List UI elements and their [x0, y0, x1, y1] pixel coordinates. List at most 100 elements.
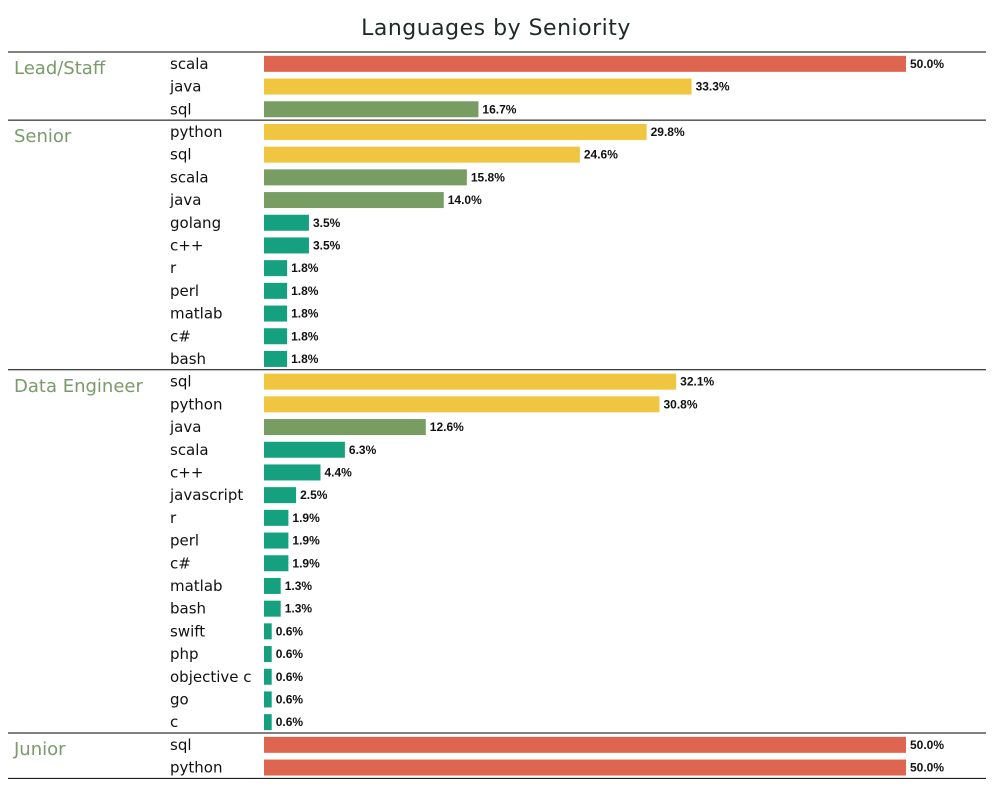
- bar: [264, 328, 288, 345]
- chart-title: Languages by Seniority: [361, 16, 631, 41]
- category-label: perl: [170, 282, 199, 300]
- group-label: Data Engineer: [14, 376, 143, 397]
- category-label: c: [170, 713, 178, 731]
- category-label: perl: [170, 532, 199, 550]
- bar: [264, 600, 281, 617]
- bar: [264, 214, 309, 231]
- bar: [264, 123, 647, 140]
- category-label: swift: [170, 622, 205, 640]
- bar: [264, 350, 288, 367]
- category-label: java: [169, 191, 201, 209]
- bar: [264, 373, 677, 390]
- data-label: 1.9%: [292, 511, 320, 525]
- data-label: 0.6%: [276, 715, 304, 729]
- bar: [264, 464, 321, 481]
- bar: [264, 691, 272, 708]
- data-label: 2.5%: [300, 488, 328, 502]
- data-label: 1.3%: [285, 579, 313, 593]
- category-label: javascript: [169, 486, 243, 504]
- bar: [264, 532, 289, 549]
- category-label: python: [170, 395, 222, 413]
- category-label: sql: [170, 146, 192, 164]
- data-label: 50.0%: [910, 761, 944, 775]
- data-label: 24.6%: [584, 148, 618, 162]
- group-label: Lead/Staff: [14, 58, 106, 79]
- data-label: 3.5%: [313, 238, 341, 252]
- bar: [264, 577, 281, 594]
- bar: [264, 555, 289, 572]
- data-label: 1.3%: [285, 602, 313, 616]
- data-label: 29.8%: [651, 125, 685, 139]
- bar: [264, 714, 272, 731]
- category-label: r: [170, 259, 177, 277]
- category-label: bash: [170, 600, 206, 618]
- category-label: c#: [170, 327, 191, 345]
- category-label: objective c: [170, 668, 252, 686]
- category-label: golang: [170, 214, 221, 232]
- category-label: matlab: [170, 577, 223, 595]
- category-label: sql: [170, 736, 192, 754]
- category-label: sql: [170, 100, 192, 118]
- data-label: 1.9%: [292, 534, 320, 548]
- data-label: 0.6%: [276, 670, 304, 684]
- bar: [264, 419, 426, 436]
- category-label: python: [170, 123, 222, 141]
- bar: [264, 101, 479, 118]
- data-label: 0.6%: [276, 624, 304, 638]
- category-label: sql: [170, 373, 192, 391]
- bar: [264, 736, 906, 753]
- data-label: 33.3%: [696, 80, 730, 94]
- data-label: 1.8%: [291, 261, 319, 275]
- data-label: 1.8%: [291, 352, 319, 366]
- category-label: scala: [170, 168, 209, 186]
- data-label: 32.1%: [680, 375, 714, 389]
- category-label: matlab: [170, 305, 223, 323]
- category-label: go: [170, 690, 189, 708]
- data-label: 1.8%: [291, 307, 319, 321]
- bar: [264, 237, 309, 254]
- bar: [264, 78, 692, 95]
- bar: [264, 759, 906, 776]
- category-label: scala: [170, 55, 209, 73]
- data-label: 50.0%: [910, 57, 944, 71]
- category-label: c++: [170, 236, 203, 254]
- group-label: Senior: [14, 126, 72, 147]
- category-label: java: [169, 78, 201, 96]
- category-label: c++: [170, 463, 203, 481]
- data-label: 0.6%: [276, 692, 304, 706]
- data-label: 14.0%: [448, 193, 482, 207]
- bar: [264, 623, 272, 640]
- category-label: php: [170, 645, 199, 663]
- data-label: 30.8%: [663, 397, 697, 411]
- bar: [264, 396, 660, 413]
- data-label: 1.8%: [291, 284, 319, 298]
- data-label: 16.7%: [482, 102, 516, 116]
- data-label: 15.8%: [471, 170, 505, 184]
- group-label: Junior: [13, 739, 66, 760]
- category-label: python: [170, 759, 222, 777]
- bar: [264, 509, 289, 526]
- bar: [264, 55, 906, 72]
- category-label: bash: [170, 350, 206, 368]
- bar: [264, 487, 297, 504]
- bar: [264, 282, 288, 299]
- data-label: 1.8%: [291, 329, 319, 343]
- bar: [264, 441, 345, 458]
- bar: [264, 305, 288, 322]
- data-label: 3.5%: [313, 216, 341, 230]
- bar: [264, 260, 288, 277]
- category-label: c#: [170, 554, 191, 572]
- data-label: 12.6%: [430, 420, 464, 434]
- plot-area: Lead/Staff scala 50.0% java 33.3% sql 16.7% Sen…: [8, 51, 986, 779]
- data-label: 50.0%: [910, 738, 944, 752]
- data-label: 4.4%: [324, 465, 352, 479]
- bar: [264, 192, 444, 209]
- data-label: 0.6%: [276, 647, 304, 661]
- category-label: scala: [170, 441, 209, 459]
- data-label: 1.9%: [292, 556, 320, 570]
- category-label: java: [169, 418, 201, 436]
- bar: [264, 169, 467, 186]
- bar: [264, 668, 272, 685]
- bar: [264, 646, 272, 663]
